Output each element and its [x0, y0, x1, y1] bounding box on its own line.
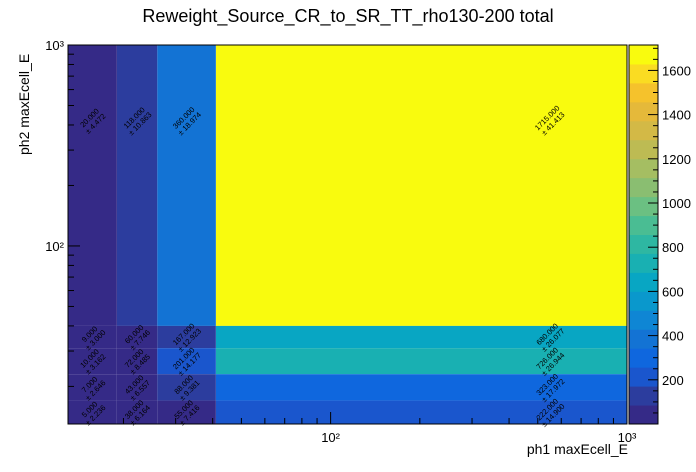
- heatmap-cell: [215, 325, 628, 349]
- x-axis-label: ph1 maxEcell_E: [526, 441, 628, 457]
- heatmap-cell: [157, 400, 216, 424]
- colorbar-swatch: [629, 348, 658, 368]
- plot-frame: [67, 44, 628, 425]
- colorbar-swatch: [629, 405, 658, 425]
- colorbar-tick-label: 800: [662, 240, 684, 255]
- colorbar-swatch: [629, 386, 658, 406]
- axes: 10² 10³ 10² 10³: [45, 38, 637, 445]
- colorbar-tick-label: 1000: [662, 196, 691, 211]
- colorbar-tick-label: 600: [662, 284, 684, 299]
- colorbar-swatch: [629, 215, 658, 235]
- heatmap-cell: [157, 45, 216, 326]
- colorbar-swatch: [629, 253, 658, 273]
- x-tick-label: 10³: [618, 430, 637, 445]
- heatmap-cell: [157, 325, 216, 349]
- heatmap-cell: [68, 348, 117, 375]
- heatmap-cell: [68, 325, 117, 349]
- colorbar-tick-label: 200: [662, 373, 684, 388]
- colorbar-tick-label: 1400: [662, 108, 691, 123]
- x-tick-label: 10²: [321, 430, 340, 445]
- y-tick-label: 10³: [45, 38, 64, 53]
- y-tick-label: 10²: [45, 239, 64, 254]
- colorbar-swatch: [629, 158, 658, 179]
- chart-title: Reweight_Source_CR_to_SR_TT_rho130-200 t…: [142, 6, 554, 26]
- colorbar-swatch: [629, 196, 658, 217]
- colorbar-swatch: [629, 367, 658, 387]
- colorbar-swatch: [629, 272, 658, 292]
- colorbar-frame: [628, 44, 659, 425]
- colorbar-tick-label: 400: [662, 329, 684, 344]
- heatmap-cell: [215, 45, 628, 326]
- colorbar-swatch: [629, 177, 658, 198]
- heatmap-cell: [157, 374, 216, 401]
- heatmap-cell: [116, 348, 158, 375]
- heatmap-cell: [215, 374, 628, 401]
- colorbar-swatch: [629, 82, 658, 103]
- colorbar-tick-label: 1600: [662, 63, 691, 78]
- heatmap-cell: [116, 45, 158, 326]
- heatmap-cell: [68, 400, 117, 424]
- colorbar-swatch: [629, 234, 658, 254]
- colorbar-swatch: [629, 101, 658, 122]
- colorbar-swatch: [629, 63, 658, 84]
- colorbar-swatch: [629, 329, 658, 349]
- colorbar-tick-label: 1200: [662, 152, 691, 167]
- heatmap-cell: [68, 45, 117, 326]
- colorbar-swatch: [629, 139, 658, 160]
- heatmap-cell: [116, 325, 158, 349]
- colorbar-swatch: [629, 120, 658, 141]
- heatmap-cell: [116, 400, 158, 424]
- colorbar-swatch: [629, 291, 658, 311]
- heatmap-cell: [157, 348, 216, 375]
- heatmap-cell: [215, 348, 628, 375]
- colorbar: 200 400 600 800 1000 1200 1400 1600: [628, 44, 691, 425]
- heatmap-cell: [215, 400, 628, 424]
- heatmap-cell: [116, 374, 158, 401]
- heatmap-cell: [68, 374, 117, 401]
- colorbar-swatch: [629, 45, 658, 65]
- heatmap-cells: [68, 45, 628, 424]
- colorbar-swatch: [629, 310, 658, 330]
